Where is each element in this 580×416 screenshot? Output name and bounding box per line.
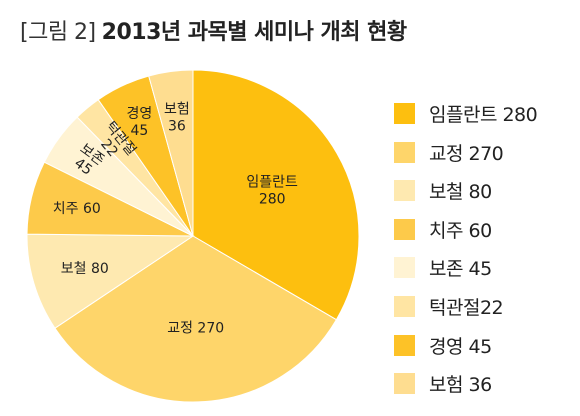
legend-swatch	[394, 141, 415, 163]
legend-item-4: 치주 60	[394, 216, 574, 243]
legend-swatch	[394, 295, 415, 317]
chart-title: [그림 2] 2013년 과목별 세미나 개최 현황	[20, 14, 407, 46]
legend-item-3: 보철 80	[394, 177, 574, 204]
legend-label: 보철 80	[429, 181, 492, 204]
pie-slice-2	[54, 235, 338, 403]
legend-swatch	[394, 257, 415, 279]
pie-slice-label-7: 경영 45	[127, 106, 153, 139]
pie-slices	[26, 69, 360, 403]
pie-slice-label-4: 치주 60	[53, 201, 101, 217]
legend-item-6: 턱관절22	[394, 293, 574, 320]
pie-slice-label-8: 보험 36	[164, 102, 190, 135]
legend-item-5: 보존 45	[394, 254, 574, 281]
legend-label: 경영 45	[429, 335, 492, 358]
pie-slice-label-1: 임플란트 280	[246, 175, 298, 208]
legend-label: 교정 270	[429, 142, 504, 165]
pie-slice-label-3: 보철 80	[61, 261, 109, 277]
legend-label: 보험 36	[429, 374, 492, 397]
figure-number: [그림 2]	[20, 20, 96, 45]
pie-slice-label-2: 교정 270	[167, 320, 224, 336]
chart-legend: 임플란트 280 교정 270 보철 80 치주 60 보존 45 턱관절22 경영 45 보…	[394, 100, 574, 409]
legend-swatch	[394, 218, 415, 240]
pie-slice-8	[148, 69, 194, 237]
pie-slice-3	[26, 233, 195, 329]
legend-swatch	[394, 334, 415, 356]
legend-label: 보존 45	[429, 258, 492, 281]
legend-item-8: 보험 36	[394, 370, 574, 397]
legend-label: 턱관절22	[429, 296, 504, 319]
legend-label: 치주 60	[429, 219, 492, 242]
chart-title-text: 2013년 과목별 세미나 개최 현황	[101, 20, 408, 45]
legend-item-7: 경영 45	[394, 332, 574, 359]
legend-swatch	[394, 373, 415, 395]
legend-item-1: 임플란트 280	[394, 100, 574, 127]
legend-label: 임플란트 280	[429, 104, 538, 126]
legend-item-2: 교정 270	[394, 139, 574, 166]
legend-swatch	[394, 180, 415, 202]
legend-swatch	[394, 103, 415, 124]
pie-slice-1	[192, 69, 360, 321]
